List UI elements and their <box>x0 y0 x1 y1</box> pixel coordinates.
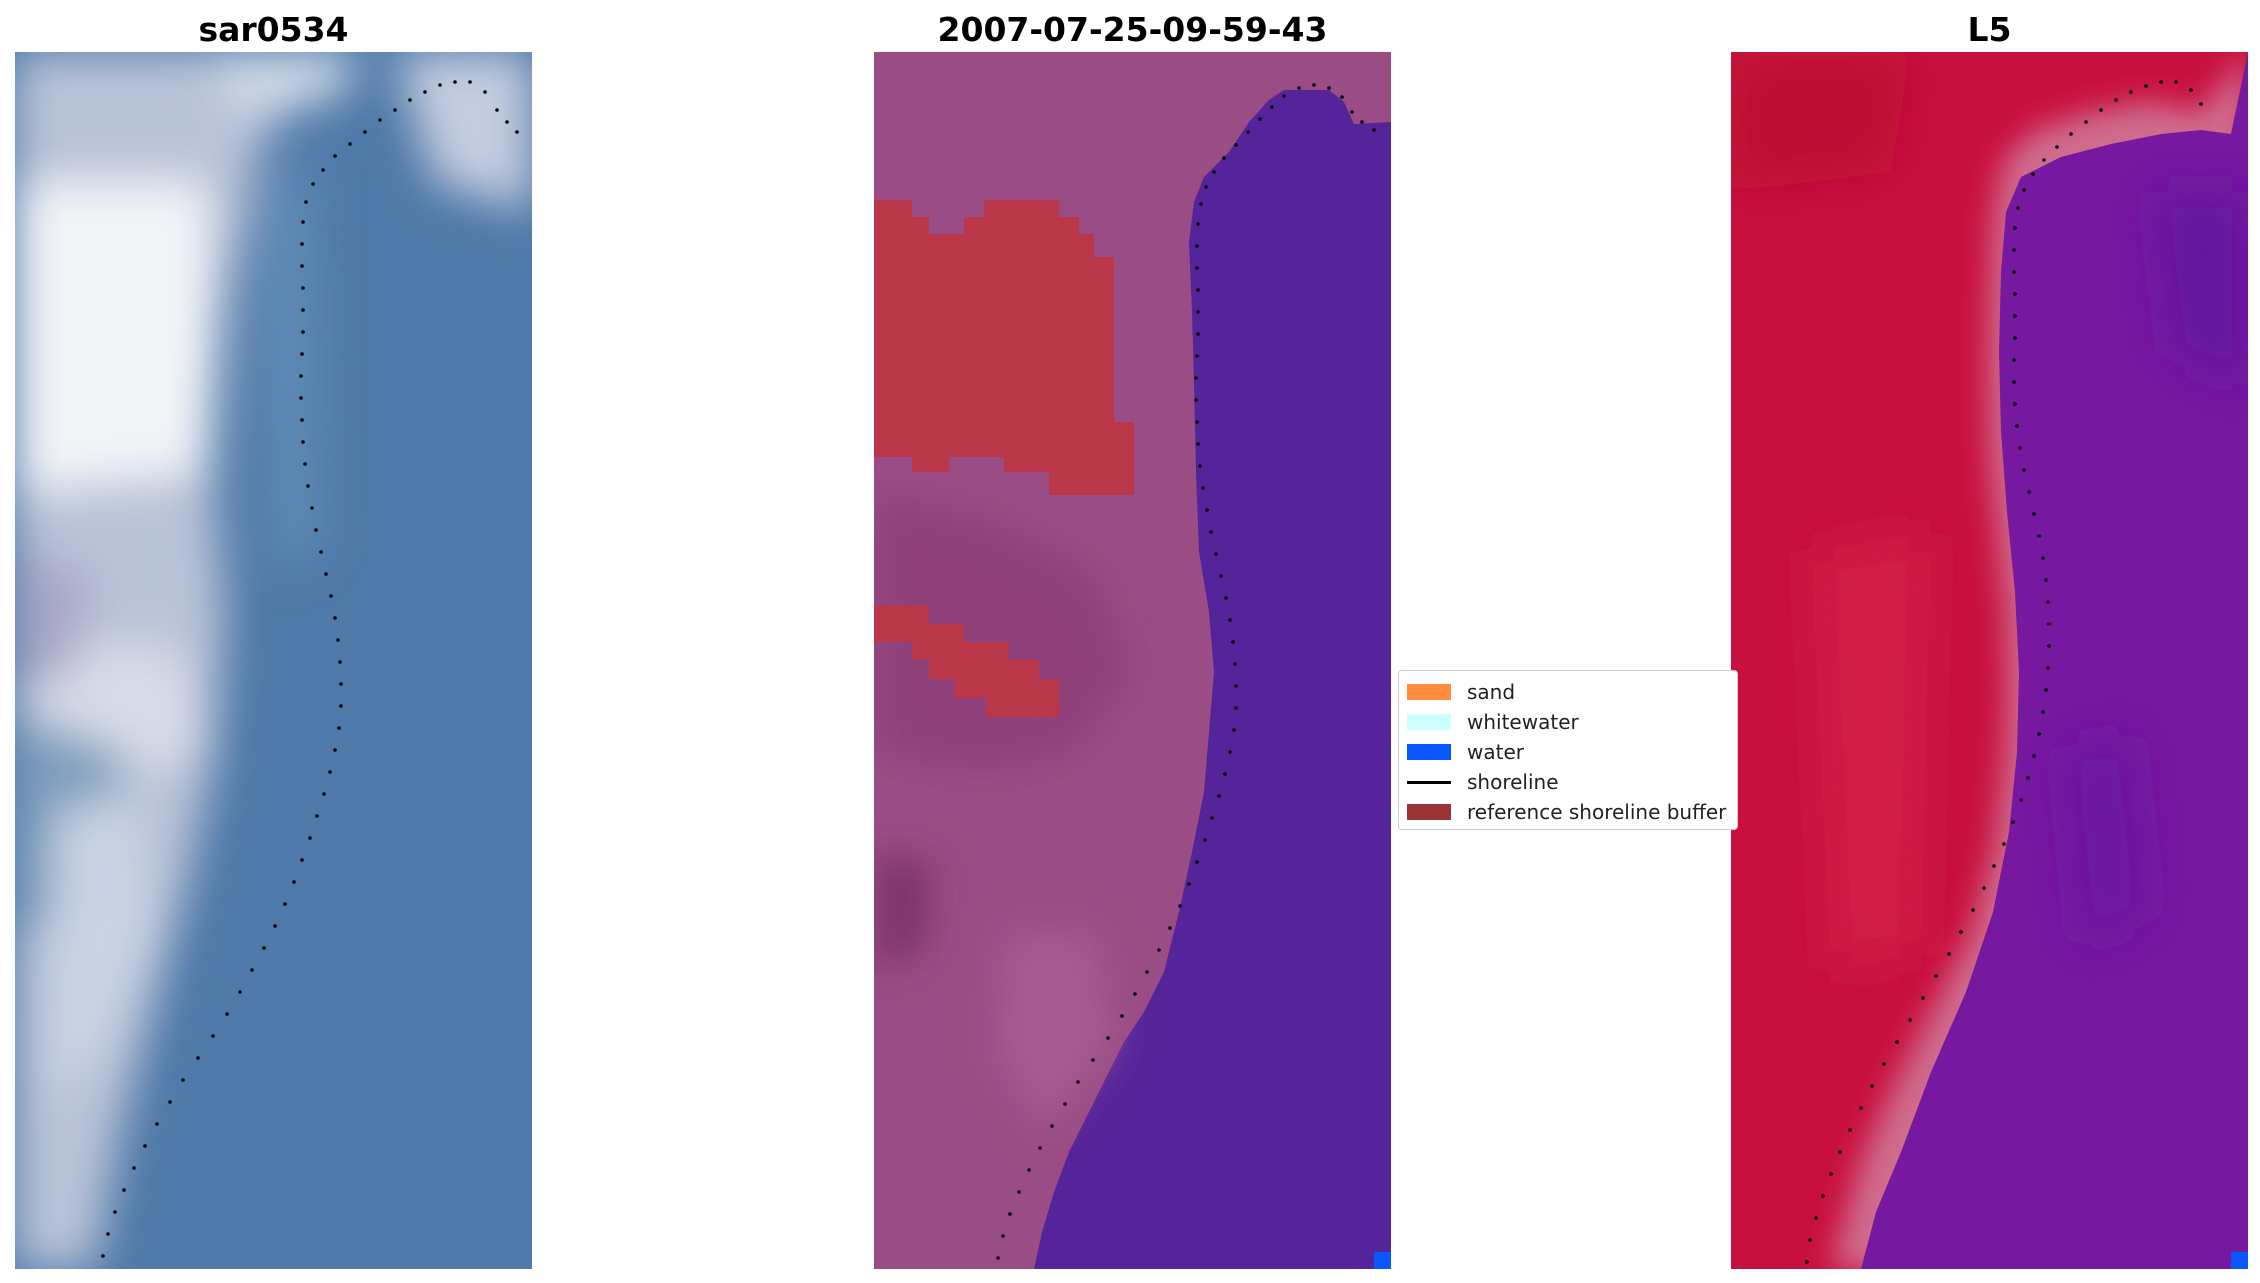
legend: sand whitewater water shoreline referenc… <box>1398 670 1738 830</box>
legend-item-reference-buffer: reference shoreline buffer <box>1407 797 1737 827</box>
nir-image-panel <box>1731 52 2248 1269</box>
shoreline-dots-nir <box>1805 80 2203 1264</box>
legend-label-water: water <box>1467 740 1524 764</box>
legend-item-whitewater: whitewater <box>1407 707 1737 737</box>
legend-line-shoreline <box>1407 780 1451 784</box>
legend-swatch-sand <box>1407 684 1451 700</box>
shoreline-dots-rgb <box>101 80 519 1258</box>
legend-swatch-whitewater <box>1407 714 1451 730</box>
legend-label-reference-buffer: reference shoreline buffer <box>1467 800 1727 824</box>
legend-swatch-reference-buffer <box>1407 804 1451 820</box>
legend-label-sand: sand <box>1467 680 1516 704</box>
shoreline-dots-classified <box>996 83 1376 1260</box>
legend-item-sand: sand <box>1407 677 1737 707</box>
rgb-image-panel <box>15 52 532 1269</box>
legend-swatch-water <box>1407 744 1451 760</box>
panel-title-nir: L5 <box>1967 10 2012 49</box>
legend-label-shoreline: shoreline <box>1467 770 1559 794</box>
legend-label-whitewater: whitewater <box>1467 710 1579 734</box>
panel-title-rgb: sar0534 <box>198 10 349 49</box>
classified-image-panel <box>874 52 1391 1269</box>
legend-item-water: water <box>1407 737 1737 767</box>
legend-item-shoreline: shoreline <box>1407 767 1737 797</box>
panel-title-classified: 2007-07-25-09-59-43 <box>937 10 1328 49</box>
